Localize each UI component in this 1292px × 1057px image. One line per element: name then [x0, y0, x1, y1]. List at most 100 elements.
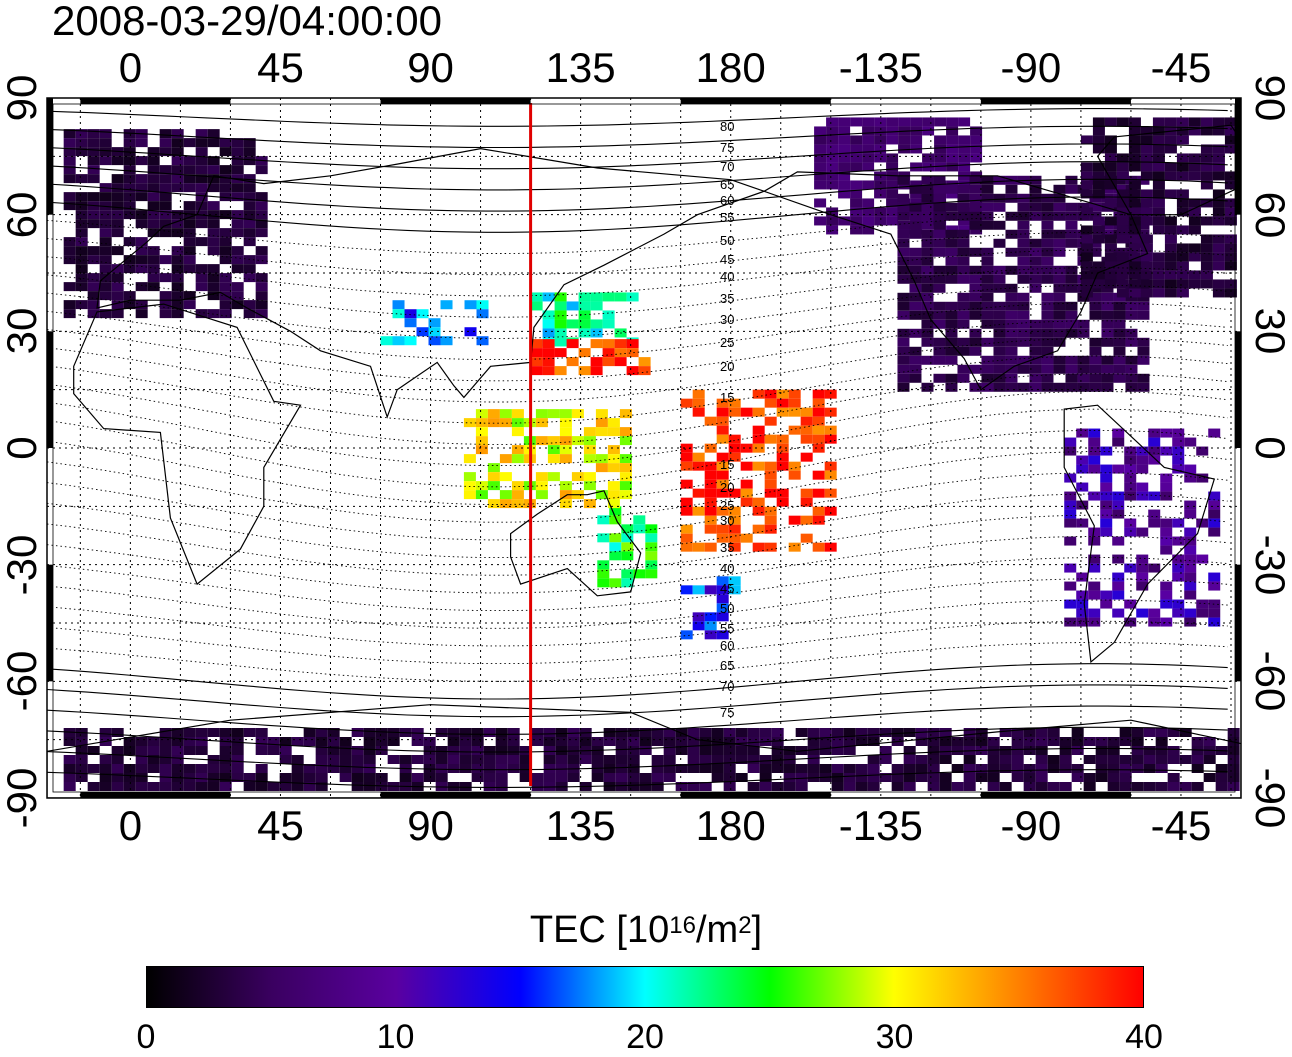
tec-cell	[934, 117, 947, 127]
tec-cell	[771, 728, 784, 737]
tec-cell	[476, 336, 489, 346]
tec-cell	[183, 782, 196, 791]
tec-cell	[987, 755, 1000, 764]
tec-cell	[699, 728, 712, 737]
tec-cell	[921, 265, 934, 275]
tec-cell	[1113, 364, 1126, 374]
tec-cell	[255, 273, 268, 283]
tec-cell	[1140, 171, 1153, 181]
tec-cell	[255, 782, 268, 791]
tec-cell	[921, 310, 934, 320]
tec-cell	[704, 506, 717, 516]
tec-cell	[207, 165, 220, 175]
tec-cell	[886, 198, 899, 208]
tec-cell	[1191, 782, 1204, 791]
tec-cell	[867, 728, 880, 737]
tec-cell	[63, 782, 76, 791]
tec-cell	[559, 427, 572, 437]
tec-cell	[1053, 337, 1066, 347]
tec-cell	[1047, 755, 1060, 764]
tec-cell	[99, 192, 112, 202]
tec-cell	[1092, 126, 1105, 136]
tec-cell	[1053, 364, 1066, 374]
tec-cell	[1076, 617, 1089, 627]
tec-cell	[207, 764, 220, 773]
tec-cell	[975, 728, 988, 737]
tec-cell	[1101, 193, 1114, 203]
tec-cell	[1124, 563, 1137, 573]
tec-cell	[1041, 355, 1054, 365]
frame-segment	[1235, 331, 1241, 448]
tec-cell	[898, 117, 911, 127]
tec-cell	[826, 144, 839, 154]
tec-cell	[159, 228, 172, 238]
tec-cell	[933, 283, 946, 293]
coastline-path	[762, 171, 1149, 391]
tec-cell	[615, 782, 628, 791]
magnetic-contour	[47, 320, 1228, 382]
tec-cell	[1005, 310, 1018, 320]
tec-cell	[1184, 509, 1197, 519]
tec-cell	[1152, 162, 1165, 172]
tec-cell	[619, 427, 632, 437]
tec-cell	[692, 585, 705, 595]
tec-cell	[1005, 319, 1018, 329]
tec-cell	[99, 764, 112, 773]
tec-cell	[535, 490, 548, 500]
tec-cell	[812, 434, 825, 444]
tec-cell	[1208, 527, 1221, 537]
tec-cell	[87, 782, 100, 791]
tec-cell	[1112, 590, 1125, 600]
tec-cell	[375, 737, 388, 746]
tec-cell	[547, 472, 560, 482]
tec-cell	[267, 746, 280, 755]
tec-cell	[704, 542, 717, 552]
tec-cell	[1092, 279, 1105, 289]
magnetic-contour	[47, 493, 1228, 559]
tec-cell	[1188, 207, 1201, 217]
tec-cell	[607, 445, 620, 455]
tec-cell	[909, 283, 922, 293]
tec-cell	[1131, 746, 1144, 755]
tec-cell	[651, 782, 664, 791]
tec-cell	[1224, 135, 1237, 145]
tec-cell	[619, 481, 632, 491]
tec-cell	[399, 773, 412, 782]
tec-cell	[1212, 171, 1225, 181]
tec-cell	[957, 202, 970, 212]
tec-cell	[1125, 310, 1138, 320]
magnetic-contour	[47, 108, 1228, 127]
top-lon-tick-label: 0	[118, 44, 143, 91]
tec-cell	[511, 409, 524, 419]
tec-cell	[1047, 737, 1060, 746]
tec-cell	[740, 479, 753, 489]
tec-cell	[1029, 319, 1042, 329]
tec-cell	[363, 728, 376, 737]
tec-cell	[351, 728, 364, 737]
tec-cell	[147, 210, 160, 220]
tec-cell	[638, 366, 651, 376]
tec-cell	[1148, 518, 1161, 528]
tec-cell	[716, 425, 729, 435]
tec-cell	[423, 755, 436, 764]
tec-cell	[909, 229, 922, 239]
tec-cell	[891, 764, 904, 773]
tec-cell	[63, 773, 76, 782]
tec-cell	[1080, 234, 1093, 244]
tec-cell	[993, 274, 1006, 284]
tec-cell	[363, 764, 376, 773]
tec-cell	[530, 348, 543, 358]
tec-cell	[1041, 202, 1054, 212]
tec-cell	[542, 357, 555, 367]
tec-cell	[759, 755, 772, 764]
tec-cell	[1184, 563, 1197, 573]
tec-cell	[1088, 581, 1101, 591]
tec-cell	[207, 782, 220, 791]
tec-cell	[1017, 337, 1030, 347]
magnetic-latitude-label: 75	[720, 705, 734, 720]
tec-cell	[171, 764, 184, 773]
tec-cell	[1208, 581, 1221, 591]
tec-cell	[243, 219, 256, 229]
tec-cell	[776, 461, 789, 471]
